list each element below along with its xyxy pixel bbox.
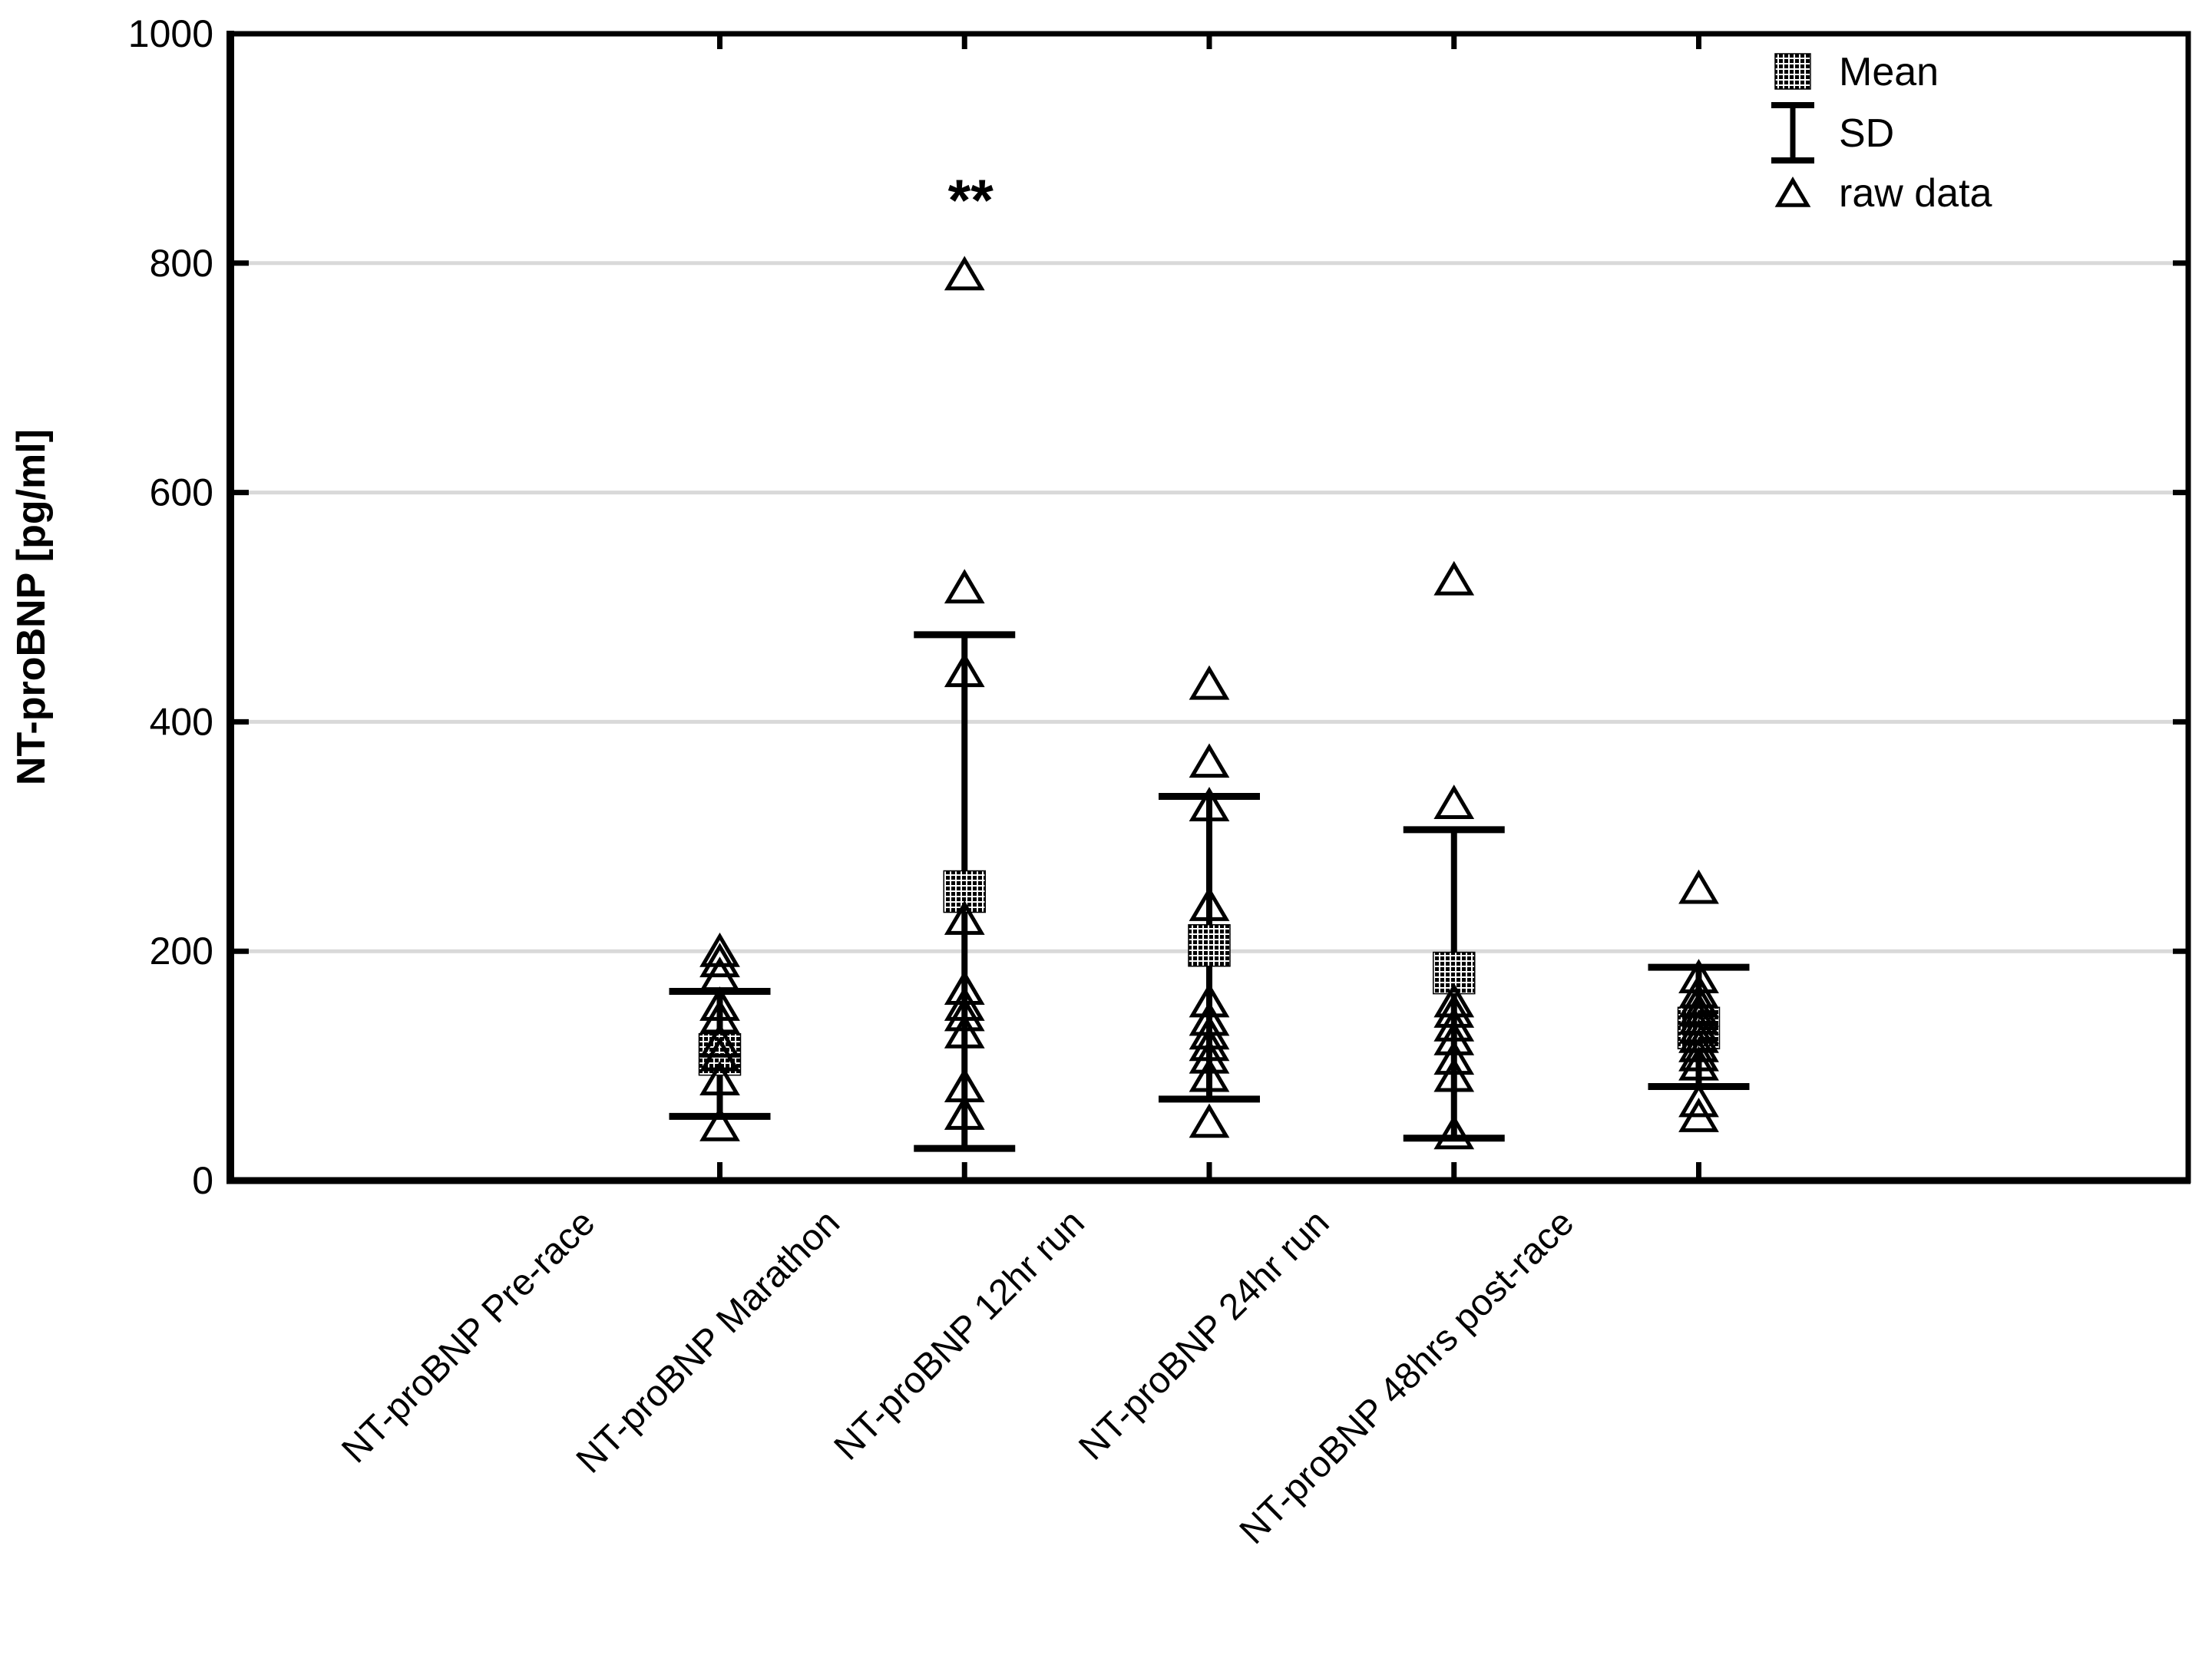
- raw-data-point: [1433, 1057, 1475, 1092]
- y-tick-label: 600: [150, 471, 213, 514]
- mean-marker: [1188, 923, 1231, 967]
- x-category-label: NT-proBNP Pre-race: [334, 1202, 603, 1471]
- raw-data-point: [1189, 1039, 1230, 1074]
- legend-mean-swatch: [1774, 53, 1811, 90]
- raw-data-point: [1678, 1097, 1719, 1132]
- raw-data-point: [1433, 983, 1475, 1018]
- raw-data-point: [1189, 1015, 1230, 1050]
- y-tick-label: 200: [150, 930, 213, 973]
- raw-data-point: [699, 1022, 740, 1058]
- raw-data-point: [699, 1106, 740, 1141]
- raw-data-point: [1678, 869, 1719, 904]
- raw-data-point: [1433, 1020, 1475, 1055]
- raw-data-point: [1678, 959, 1719, 994]
- y-axis-title: NT-proBNP [pg/ml]: [9, 429, 54, 785]
- raw-data-point: [1678, 1082, 1719, 1118]
- raw-data-point: [699, 932, 740, 967]
- raw-data-point: [1189, 665, 1230, 700]
- raw-data-point: [1189, 1057, 1230, 1092]
- legend-rawdata-swatch: [1774, 177, 1811, 207]
- raw-data-point: [944, 900, 985, 935]
- y-tick-label: 0: [192, 1159, 213, 1202]
- legend: Mean SD raw data: [1771, 50, 1992, 216]
- raw-data-point: [944, 1013, 985, 1049]
- raw-data-point: [699, 999, 740, 1034]
- raw-data-point: [699, 943, 740, 978]
- x-category-label: NT-proBNP 12hr run: [827, 1202, 1093, 1468]
- raw-data-point: [699, 986, 740, 1021]
- significance-annotation: **: [948, 168, 994, 233]
- mean-marker: [943, 870, 986, 913]
- raw-data-point: [699, 1036, 740, 1072]
- raw-data-point: [944, 569, 985, 604]
- raw-data-point: [1678, 1045, 1719, 1081]
- raw-data-point: [1678, 1027, 1719, 1062]
- y-tick-label: 800: [150, 242, 213, 285]
- raw-data-point: [1189, 887, 1230, 921]
- x-category-label: NT-proBNP 24hr run: [1071, 1202, 1337, 1468]
- raw-data-point: [1189, 743, 1230, 778]
- x-category-label: NT-proBNP Marathon: [569, 1202, 848, 1481]
- y-tick-label: 400: [150, 700, 213, 743]
- raw-data-point: [944, 1095, 985, 1130]
- raw-data-point: [944, 996, 985, 1032]
- legend-label: SD: [1839, 111, 1894, 156]
- raw-data-point: [1678, 1036, 1719, 1072]
- raw-data-point: [1433, 1115, 1475, 1150]
- raw-data-point: [1189, 1103, 1230, 1138]
- raw-data-point: [1189, 787, 1230, 821]
- legend-label: raw data: [1839, 171, 1992, 216]
- legend-label: Mean: [1839, 50, 1939, 94]
- raw-data-point: [1433, 784, 1475, 819]
- y-tick-label: 1000: [128, 12, 213, 55]
- raw-data-point: [1433, 560, 1475, 596]
- raw-data-point: [699, 1061, 740, 1096]
- raw-data-point: [1433, 1040, 1475, 1075]
- raw-data-point: [944, 256, 985, 291]
- raw-data-point: [944, 652, 985, 688]
- raw-data-point: [1433, 1006, 1475, 1042]
